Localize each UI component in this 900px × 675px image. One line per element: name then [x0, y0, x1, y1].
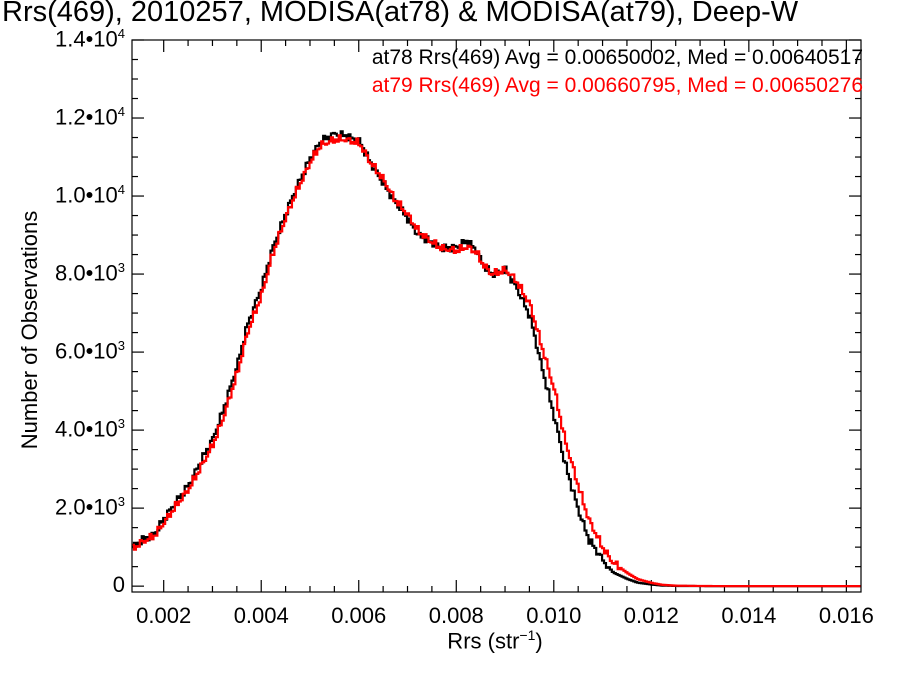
- y-tick-exponent: 3: [117, 494, 125, 510]
- y-tick-label: 6.0•103: [55, 338, 125, 364]
- legend-entry-at79: at79 Rrs(469) Avg = 0.00660795, Med = 0.…: [371, 74, 863, 97]
- y-axis-label: Number of Observations: [17, 210, 42, 450]
- y-tick-exponent: 3: [117, 416, 125, 432]
- y-tick-exponent: 3: [117, 338, 125, 354]
- x-tick-label: 0.002: [136, 603, 192, 628]
- y-tick-mantissa: 2.0•10: [55, 494, 118, 520]
- legend-entry-at78: at78 Rrs(469) Avg = 0.00650002, Med = 0.…: [371, 46, 863, 69]
- x-tick-label: 0.010: [526, 603, 582, 628]
- y-tick-label: 1.4•104: [55, 26, 125, 52]
- x-tick-label: 0.012: [623, 603, 679, 628]
- x-tick-label: 0.014: [721, 603, 777, 628]
- x-tick-label: 0.016: [818, 603, 874, 628]
- axis-ticks: [132, 39, 861, 592]
- y-tick-label: 1.0•104: [55, 182, 125, 208]
- y-tick-mantissa: 1.2•10: [55, 104, 118, 130]
- y-tick-label: 4.0•103: [55, 416, 125, 442]
- x-axis-label-exponent: −1: [519, 627, 536, 643]
- x-tick-label: 0.004: [233, 603, 289, 628]
- y-tick-label: 2.0•103: [55, 494, 125, 520]
- x-axis-label-base: Rrs (str: [447, 628, 520, 654]
- y-tick-label: 0: [113, 572, 125, 598]
- x-tick-label: 0.006: [331, 603, 387, 628]
- series-at79-line: [132, 134, 861, 588]
- y-tick-mantissa: 1.0•10: [55, 182, 118, 208]
- y-tick-label: 8.0•103: [55, 260, 125, 286]
- y-tick-mantissa: 0: [112, 572, 125, 598]
- plot-frame: [131, 39, 862, 593]
- y-tick-exponent: 4: [117, 26, 125, 41]
- y-tick-mantissa: 8.0•10: [55, 260, 118, 286]
- y-tick-mantissa: 6.0•10: [55, 338, 118, 364]
- y-tick-mantissa: 4.0•10: [55, 416, 118, 442]
- chart-title: Rrs(469), 2010257, MODISA(at78) & MODISA…: [2, 0, 799, 28]
- x-axis-label: Rrs (str−1): [447, 627, 542, 654]
- y-tick-label: 1.2•104: [55, 104, 125, 130]
- x-axis-label-close: ): [535, 628, 543, 654]
- y-tick-exponent: 4: [117, 182, 125, 198]
- y-tick-exponent: 3: [117, 260, 125, 276]
- y-tick-exponent: 4: [117, 104, 125, 120]
- series-layer: [132, 130, 861, 588]
- y-tick-mantissa: 1.4•10: [55, 26, 118, 52]
- x-tick-label: 0.008: [428, 603, 484, 628]
